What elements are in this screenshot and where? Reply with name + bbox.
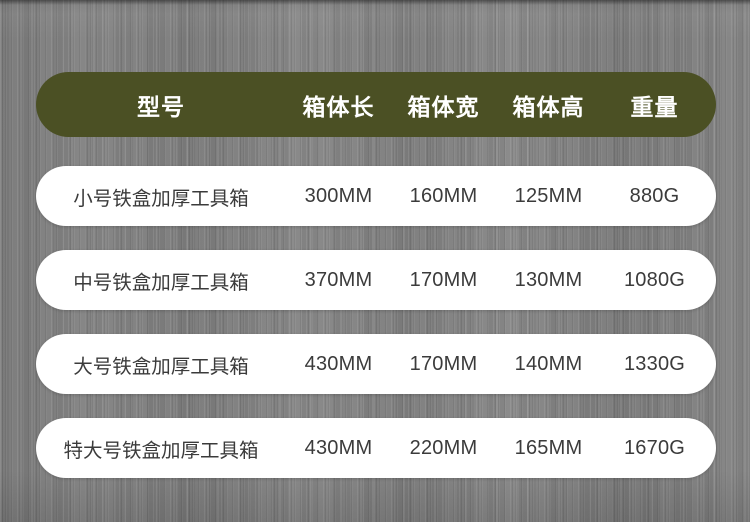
column-header-height: 箱体高	[512, 93, 585, 120]
cell-weight: 880G	[629, 184, 680, 207]
cell-width: 160MM	[409, 184, 478, 207]
column-header-width: 箱体宽	[407, 93, 480, 120]
cell-model: 大号铁盒加厚工具箱	[73, 355, 249, 378]
cell-weight: 1670G	[623, 436, 686, 459]
cell-width: 220MM	[409, 436, 478, 459]
cell-length: 430MM	[304, 436, 373, 459]
cell-model: 中号铁盒加厚工具箱	[73, 271, 249, 294]
cell-height: 165MM	[514, 436, 583, 459]
cell-width: 170MM	[409, 268, 478, 291]
cell-model: 特大号铁盒加厚工具箱	[63, 439, 259, 462]
cell-weight: 1080G	[623, 268, 686, 291]
cell-width: 170MM	[409, 352, 478, 375]
table-row: 特大号铁盒加厚工具箱 430MM 220MM 165MM 1670G	[36, 418, 716, 478]
table-row: 小号铁盒加厚工具箱 300MM 160MM 125MM 880G	[36, 166, 716, 226]
cell-model: 小号铁盒加厚工具箱	[73, 187, 249, 210]
table-row: 大号铁盒加厚工具箱 430MM 170MM 140MM 1330G	[36, 334, 716, 394]
cell-height: 140MM	[514, 352, 583, 375]
table-header-row: 型号 箱体长 箱体宽 箱体高 重量	[36, 72, 716, 137]
cell-height: 125MM	[514, 184, 583, 207]
cell-weight: 1330G	[623, 352, 686, 375]
product-specification-table: 型号 箱体长 箱体宽 箱体高 重量 小号铁盒加厚工具箱 300MM 160MM …	[36, 72, 716, 478]
column-header-length: 箱体长	[302, 93, 375, 120]
cell-length: 370MM	[304, 268, 373, 291]
cell-length: 430MM	[304, 352, 373, 375]
cell-length: 300MM	[304, 184, 373, 207]
cell-height: 130MM	[514, 268, 583, 291]
table-row: 中号铁盒加厚工具箱 370MM 170MM 130MM 1080G	[36, 250, 716, 310]
column-header-weight: 重量	[630, 93, 679, 120]
column-header-model: 型号	[137, 93, 185, 120]
